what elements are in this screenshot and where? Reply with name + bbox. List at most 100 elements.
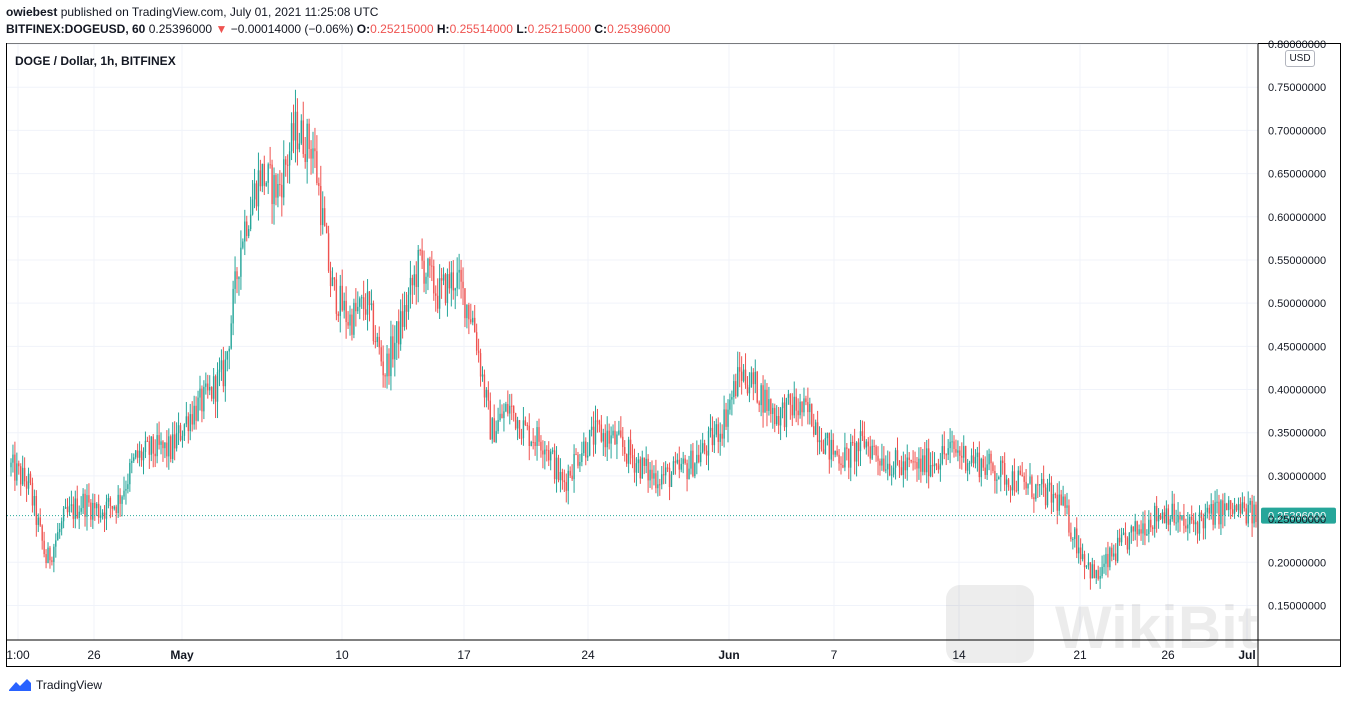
candle-body — [168, 436, 170, 457]
candle-body — [1235, 505, 1238, 511]
candle-body — [906, 457, 908, 471]
candle-body — [721, 433, 723, 439]
candle-body — [495, 431, 497, 443]
candle-body — [1048, 482, 1051, 486]
candle-body — [66, 506, 69, 513]
candle-body — [538, 427, 540, 442]
candle-body — [1089, 562, 1092, 579]
candle-body — [1011, 471, 1014, 491]
candle-body — [610, 435, 612, 444]
candle-body — [816, 422, 819, 443]
high-label: H: — [436, 22, 450, 36]
candle-body — [645, 458, 647, 466]
candle-body — [164, 442, 166, 449]
candle-body — [1019, 470, 1021, 475]
candle-body — [573, 454, 575, 480]
candle-body — [945, 454, 947, 456]
candle-body — [131, 460, 133, 464]
candle-body — [127, 484, 129, 489]
candle-body — [483, 374, 486, 398]
candle-body — [1113, 553, 1115, 557]
candle-body — [805, 398, 807, 403]
candle-body — [12, 454, 14, 463]
candle-body — [1076, 528, 1078, 554]
candle-body — [514, 412, 517, 429]
candle-body — [701, 443, 704, 453]
candle-body — [160, 441, 162, 445]
candle-body — [600, 424, 603, 442]
candle-body — [770, 399, 772, 414]
candle-body — [220, 360, 223, 370]
candle-body — [390, 336, 392, 377]
candle-body — [1081, 554, 1084, 560]
candle-body — [333, 277, 336, 280]
candle-body — [318, 183, 320, 186]
candle-body — [501, 413, 503, 419]
candle-body — [436, 295, 439, 309]
candle-body — [569, 470, 571, 476]
candle-body — [1109, 547, 1111, 568]
candle-body — [415, 274, 417, 288]
candle-body — [1077, 547, 1080, 554]
candle-body — [314, 148, 316, 152]
candle-body — [1064, 496, 1066, 508]
candle-body — [793, 396, 795, 416]
time-axis: 1:00 26 May 10 17 24 Jun 7 14 21 26 Jul — [6, 639, 1340, 662]
candle-body — [1046, 485, 1049, 506]
candle-body — [349, 314, 351, 326]
candle-body — [1115, 553, 1117, 562]
candle-body — [382, 361, 384, 376]
candle-body — [575, 454, 577, 456]
candle-body — [892, 467, 895, 475]
candle-body — [201, 388, 203, 412]
candle-body — [53, 546, 55, 562]
candle-body — [1194, 522, 1197, 525]
candle-body — [138, 450, 141, 458]
candle-body — [986, 464, 988, 475]
chart-legend[interactable]: DOGE / Dollar, 1h, BITFINEX — [15, 54, 176, 68]
candle-body — [826, 432, 829, 439]
candle-body — [927, 448, 930, 477]
candle-body — [524, 420, 527, 425]
candle-body — [657, 484, 659, 489]
candle-body — [281, 184, 283, 198]
candle-body — [296, 111, 299, 150]
candle-body — [840, 463, 842, 466]
candle-body — [421, 250, 423, 261]
wikibit-logo-icon — [946, 585, 1034, 663]
candle-body — [41, 525, 43, 541]
price-tick-label: 0.25000000 — [1268, 514, 1326, 526]
candle-body — [170, 436, 172, 459]
candle-body — [460, 269, 462, 282]
candle-body — [218, 369, 221, 373]
candle-body — [1095, 570, 1097, 578]
candle-body — [1099, 576, 1101, 579]
candle-body — [263, 163, 265, 186]
candle-body — [462, 281, 464, 289]
candle-body — [90, 502, 92, 520]
candle-body — [1231, 509, 1234, 514]
candle-body — [251, 199, 254, 215]
candle-body — [378, 336, 380, 348]
candle-body — [700, 452, 702, 463]
candle-body — [889, 463, 891, 476]
candle-body — [625, 453, 628, 464]
candle-body — [1140, 529, 1142, 534]
author-name[interactable]: owiebest — [6, 5, 58, 19]
time-tick-label: May — [170, 648, 194, 662]
candle-body — [612, 430, 614, 436]
candle-body — [861, 431, 864, 437]
candle-body — [1212, 503, 1214, 525]
candle-body — [1214, 502, 1216, 525]
candle-body — [366, 291, 369, 315]
candles — [10, 89, 1257, 590]
candle-body — [555, 457, 558, 480]
wikibit-watermark: WikiBit — [946, 585, 1258, 663]
currency-button[interactable]: USD — [1285, 50, 1315, 67]
candle-body — [189, 414, 191, 432]
footer-brand[interactable]: TradingView — [8, 678, 102, 692]
candle-body — [631, 455, 634, 459]
candle-body — [29, 473, 32, 483]
candle-body — [1033, 497, 1035, 500]
